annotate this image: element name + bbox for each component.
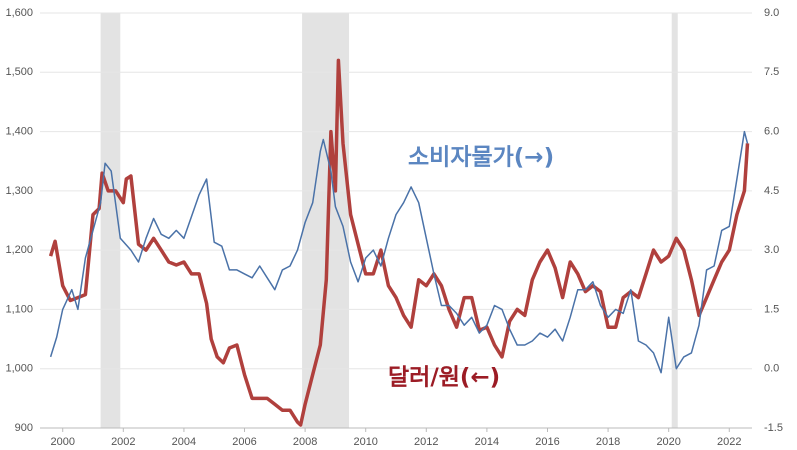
y2-tick-label: 0.0 <box>764 363 779 375</box>
y2-tick-label: 4.5 <box>764 185 779 197</box>
recession-band <box>302 13 350 428</box>
x-tick-label: 2004 <box>172 436 196 448</box>
y2-tick-label: 1.5 <box>764 303 779 315</box>
y2-tick-label: 3.0 <box>764 244 779 256</box>
x-tick-label: 2002 <box>111 436 135 448</box>
x-tick-label: 2014 <box>475 436 499 448</box>
y-tick-label: 1,400 <box>5 125 33 137</box>
y-tick-label: 1,100 <box>5 303 33 315</box>
y2-tick-label: 6.0 <box>764 125 779 137</box>
recession-band <box>671 13 678 428</box>
x-tick-label: 2016 <box>535 436 559 448</box>
y-tick-label: 1,200 <box>5 244 33 256</box>
x-tick-label: 2022 <box>717 436 741 448</box>
x-tick-label: 2006 <box>232 436 256 448</box>
x-tick-label: 2010 <box>353 436 377 448</box>
series-line <box>48 58 750 427</box>
x-tick-label: 2012 <box>414 436 438 448</box>
y2-tick-label: 9.0 <box>764 7 779 19</box>
series-label: 달러/원(←) <box>388 365 500 391</box>
y-tick-label: 1,600 <box>5 7 33 19</box>
y-tick-label: 1,000 <box>5 363 33 375</box>
y2-tick-label: -1.5 <box>764 422 783 434</box>
series-label: 소비자물가(→) <box>408 145 554 171</box>
x-tick-label: 2000 <box>50 436 74 448</box>
x-tick-label: 2020 <box>656 436 680 448</box>
x-tick-label: 2018 <box>596 436 620 448</box>
y-tick-label: 900 <box>15 422 33 434</box>
y-tick-label: 1,300 <box>5 185 33 197</box>
y-tick-label: 1,500 <box>5 66 33 78</box>
x-tick-label: 2008 <box>293 436 317 448</box>
series-line <box>49 130 749 374</box>
y2-tick-label: 7.5 <box>764 66 779 78</box>
recession-band <box>100 13 121 428</box>
